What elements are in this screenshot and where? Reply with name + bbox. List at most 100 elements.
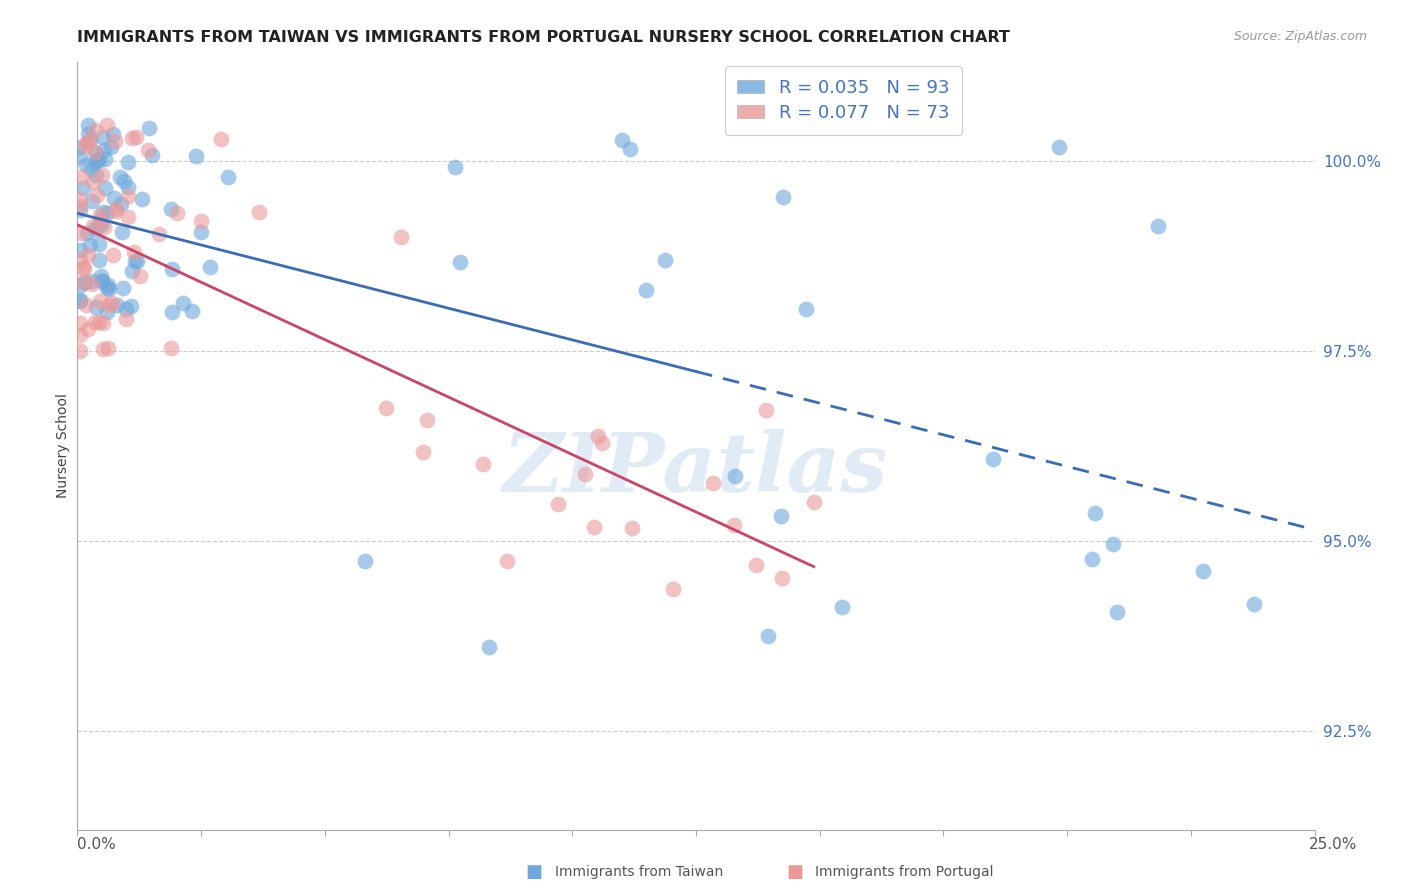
Point xyxy=(111,225,134,239)
Point xyxy=(70,277,93,292)
Point xyxy=(181,304,204,318)
Point xyxy=(96,118,118,132)
Point xyxy=(190,214,212,228)
Point xyxy=(84,145,107,159)
Point xyxy=(634,283,657,297)
Point xyxy=(172,295,194,310)
Point xyxy=(129,268,152,283)
Point xyxy=(87,252,110,267)
Point xyxy=(91,205,114,219)
Point xyxy=(69,203,91,218)
Point xyxy=(97,341,120,355)
Point xyxy=(117,154,139,169)
Text: Immigrants from Portugal: Immigrants from Portugal xyxy=(815,865,994,880)
Point xyxy=(69,293,91,308)
Point xyxy=(80,277,103,291)
Point xyxy=(101,248,124,262)
Point xyxy=(769,509,792,524)
Point xyxy=(79,238,101,252)
Point xyxy=(162,304,184,318)
Point xyxy=(111,280,134,294)
Point xyxy=(87,153,110,167)
Point xyxy=(756,629,779,643)
Point xyxy=(166,205,188,219)
Point xyxy=(662,582,685,596)
Point xyxy=(138,120,160,135)
Point xyxy=(620,521,643,535)
Point xyxy=(80,161,103,176)
Text: Immigrants from Taiwan: Immigrants from Taiwan xyxy=(555,865,724,880)
Point xyxy=(100,296,122,310)
Point xyxy=(217,169,239,184)
Point xyxy=(77,135,100,149)
Point xyxy=(120,299,142,313)
Point xyxy=(148,227,170,241)
Point xyxy=(831,599,853,614)
Point xyxy=(449,254,471,268)
Point xyxy=(82,175,104,189)
Point xyxy=(69,150,91,164)
Point xyxy=(981,451,1004,466)
Point xyxy=(443,160,465,174)
Point xyxy=(117,210,139,224)
Point xyxy=(89,213,111,227)
Point xyxy=(125,129,148,144)
Point xyxy=(82,219,104,234)
Point xyxy=(184,149,207,163)
Point xyxy=(69,293,91,307)
Point xyxy=(69,140,91,154)
Point xyxy=(162,262,184,277)
Point xyxy=(90,274,112,288)
Point xyxy=(115,301,138,316)
Point xyxy=(772,190,794,204)
Point xyxy=(77,322,100,336)
Point xyxy=(131,192,153,206)
Point xyxy=(93,219,115,234)
Point xyxy=(89,216,111,230)
Y-axis label: Nursery School: Nursery School xyxy=(56,393,70,499)
Point xyxy=(89,293,111,308)
Point xyxy=(1081,552,1104,566)
Point xyxy=(73,139,96,153)
Point xyxy=(90,218,112,232)
Point xyxy=(472,457,495,471)
Point xyxy=(1107,605,1129,619)
Point xyxy=(69,316,91,330)
Point xyxy=(103,191,125,205)
Point xyxy=(91,274,114,288)
Point xyxy=(69,243,91,257)
Text: 0.0%: 0.0% xyxy=(77,838,117,852)
Point xyxy=(75,275,97,289)
Point xyxy=(160,341,183,355)
Text: ■: ■ xyxy=(786,863,803,881)
Point xyxy=(69,193,91,207)
Point xyxy=(108,169,131,184)
Text: 25.0%: 25.0% xyxy=(1309,838,1357,852)
Point xyxy=(84,123,107,137)
Point xyxy=(1084,506,1107,520)
Point xyxy=(209,131,232,145)
Point xyxy=(755,403,778,417)
Point xyxy=(105,297,128,311)
Point xyxy=(770,571,793,585)
Point xyxy=(72,261,94,276)
Point xyxy=(586,428,609,442)
Point xyxy=(82,274,104,288)
Point xyxy=(80,194,103,208)
Point xyxy=(375,401,398,415)
Point xyxy=(127,253,149,268)
Point xyxy=(117,189,139,203)
Point xyxy=(582,520,605,534)
Point xyxy=(104,134,127,148)
Point xyxy=(75,298,97,312)
Point xyxy=(416,412,439,426)
Point xyxy=(124,245,146,260)
Point xyxy=(96,304,118,318)
Point xyxy=(86,188,108,202)
Point xyxy=(198,260,221,275)
Point xyxy=(619,142,641,156)
Point xyxy=(117,179,139,194)
Point xyxy=(87,237,110,252)
Point xyxy=(124,254,146,268)
Text: Source: ZipAtlas.com: Source: ZipAtlas.com xyxy=(1233,30,1367,44)
